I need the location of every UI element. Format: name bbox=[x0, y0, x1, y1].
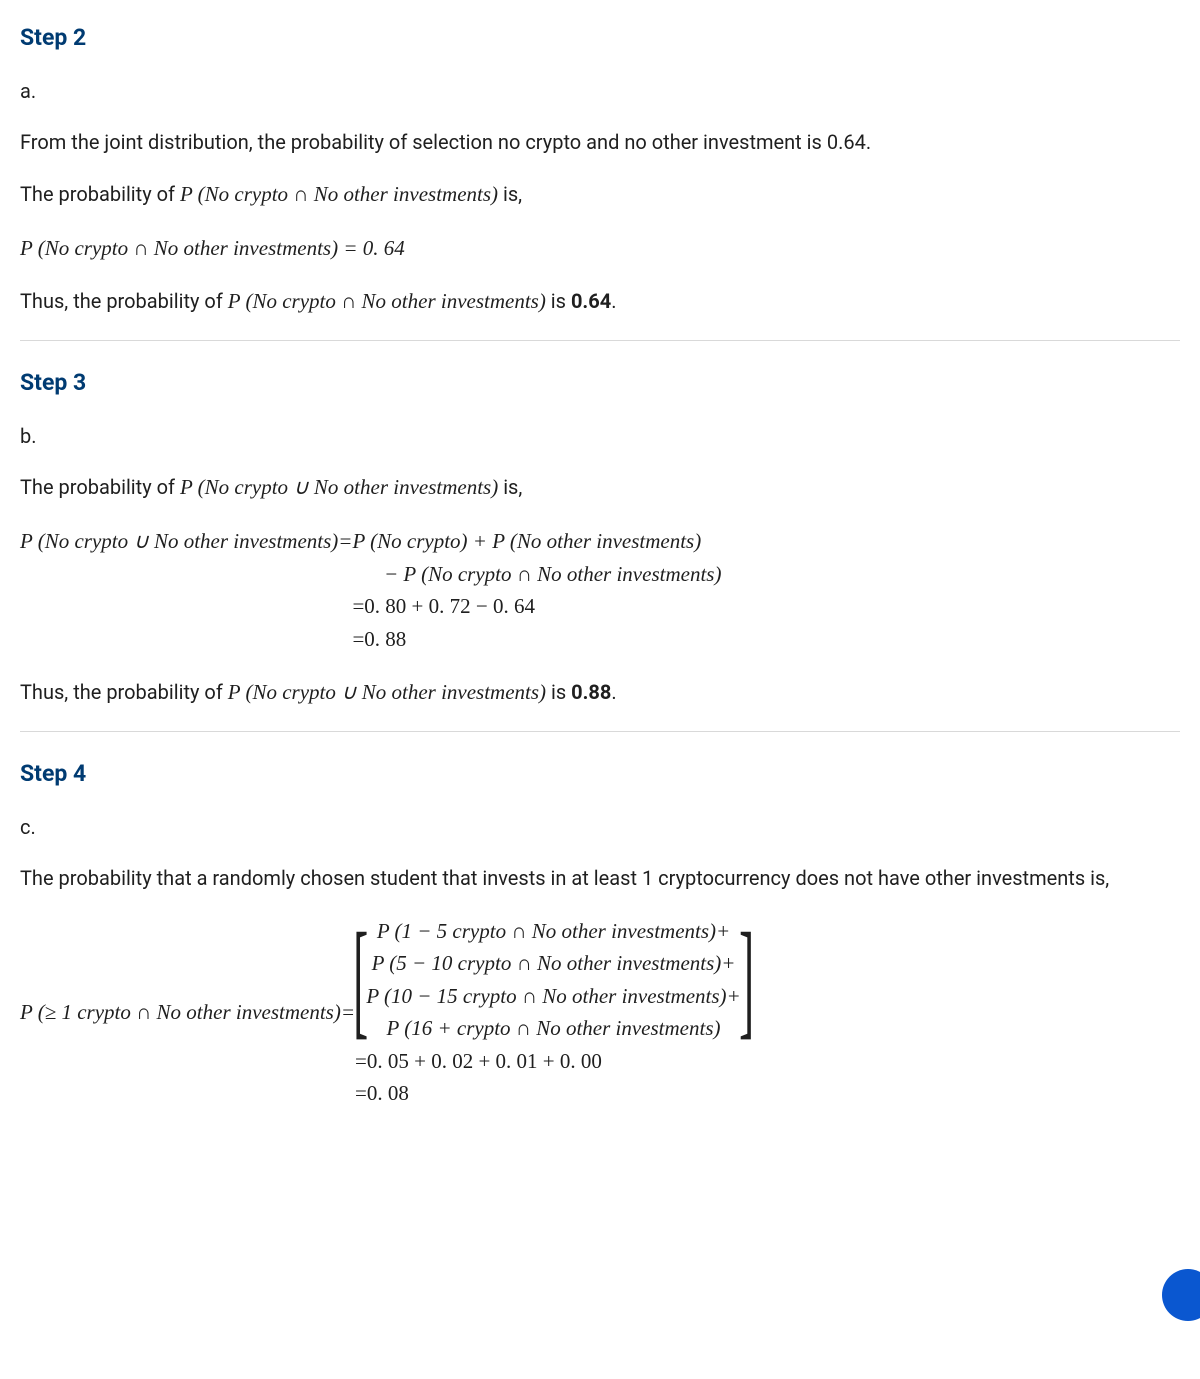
eq-line: =0. 08 bbox=[355, 1077, 752, 1110]
step4-derivation: P (≥ 1 crypto ∩ No other investments)= [… bbox=[20, 915, 1180, 1110]
math-expr: P (No crypto ∪ No other investments) bbox=[228, 680, 546, 704]
eq-line: P (16 + crypto ∩ No other investments) bbox=[366, 1012, 740, 1045]
part-a-label: a. bbox=[20, 79, 1180, 103]
text: is bbox=[546, 289, 571, 313]
text: . bbox=[611, 289, 616, 313]
text: The probability of bbox=[20, 182, 180, 206]
eq-line: P (1 − 5 crypto ∩ No other investments)+ bbox=[366, 915, 740, 948]
math-expr: P (No crypto ∪ No other investments) bbox=[180, 475, 498, 499]
text: is bbox=[546, 680, 571, 704]
left-bracket-icon: [ bbox=[353, 918, 368, 1042]
step-4-title: Step 4 bbox=[20, 760, 1180, 787]
floating-action-button[interactable] bbox=[1162, 1269, 1200, 1321]
eq-line: P (10 − 15 crypto ∩ No other investments… bbox=[366, 980, 740, 1013]
text: Thus, the probability of bbox=[20, 289, 228, 313]
eq-line: =0. 88 bbox=[352, 623, 721, 656]
solution-page: Step 2 a. From the joint distribution, t… bbox=[0, 0, 1200, 1172]
text: is, bbox=[498, 475, 522, 499]
step3-derivation: P (No crypto ∪ No other investments)= P … bbox=[20, 525, 1180, 655]
step2-equation: P (No crypto ∩ No other investments) = 0… bbox=[20, 233, 1180, 265]
text: is, bbox=[498, 182, 522, 206]
eq-line: − P (No crypto ∩ No other investments) bbox=[352, 558, 721, 591]
equation-rhs: P (No crypto) + P (No other investments)… bbox=[352, 525, 721, 655]
step4-intro: The probability that a randomly chosen s… bbox=[20, 863, 1180, 893]
step2-conclusion: Thus, the probability of P (No crypto ∩ … bbox=[20, 286, 1180, 318]
section-divider bbox=[20, 731, 1180, 732]
part-c-label: c. bbox=[20, 815, 1180, 839]
step3-prob-statement: The probability of P (No crypto ∪ No oth… bbox=[20, 472, 1180, 504]
step-3-title: Step 3 bbox=[20, 369, 1180, 396]
result-value: 0.88 bbox=[571, 680, 611, 704]
part-b-label: b. bbox=[20, 424, 1180, 448]
section-divider bbox=[20, 340, 1180, 341]
text: . bbox=[611, 680, 616, 704]
text: Thus, the probability of bbox=[20, 680, 228, 704]
equation-lhs: P (≥ 1 crypto ∩ No other investments)= bbox=[20, 996, 355, 1029]
eq-line: =0. 05 + 0. 02 + 0. 01 + 0. 00 bbox=[355, 1045, 752, 1078]
bracket-content: P (1 − 5 crypto ∩ No other investments)+… bbox=[366, 915, 740, 1045]
eq-line: P (5 − 10 crypto ∩ No other investments)… bbox=[366, 947, 740, 980]
eq-line: =0. 80 + 0. 72 − 0. 64 bbox=[352, 590, 721, 623]
text: The probability of bbox=[20, 475, 180, 499]
step2-intro: From the joint distribution, the probabi… bbox=[20, 127, 1180, 157]
step-2-title: Step 2 bbox=[20, 24, 1180, 51]
eq-line: P (No crypto) + P (No other investments) bbox=[352, 525, 721, 558]
result-value: 0.64 bbox=[571, 289, 611, 313]
equation-rhs: [ P (1 − 5 crypto ∩ No other investments… bbox=[355, 915, 752, 1110]
right-bracket-icon: ] bbox=[739, 918, 754, 1042]
math-expr: P (No crypto ∩ No other investments) bbox=[228, 289, 546, 313]
math-expr: P (No crypto ∩ No other investments) bbox=[180, 182, 498, 206]
eq-calc: =0. 05 + 0. 02 + 0. 01 + 0. 00 =0. 08 bbox=[355, 1045, 752, 1110]
bracketed-sum: [ P (1 − 5 crypto ∩ No other investments… bbox=[355, 915, 752, 1045]
step2-prob-statement: The probability of P (No crypto ∩ No oth… bbox=[20, 179, 1180, 211]
equation-lhs: P (No crypto ∪ No other investments)= bbox=[20, 525, 352, 558]
step3-conclusion: Thus, the probability of P (No crypto ∪ … bbox=[20, 677, 1180, 709]
